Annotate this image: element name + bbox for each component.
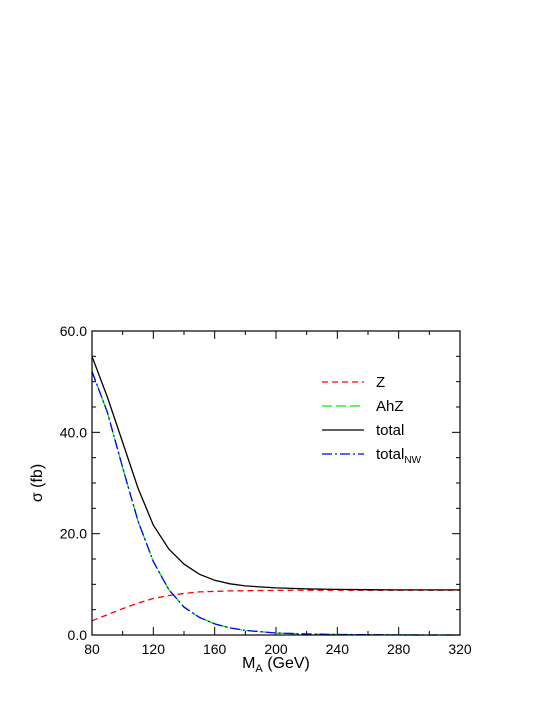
y-tick-label: 20.0 <box>60 526 87 542</box>
series-line-z <box>91 589 460 622</box>
x-tick-label: 320 <box>448 641 472 657</box>
x-tick-label: 240 <box>326 641 350 657</box>
legend-label-total_nw: totalNW <box>376 446 422 466</box>
x-tick-label: 80 <box>84 641 100 657</box>
legend: Z AhZ total totalNW <box>322 374 422 466</box>
series-line-total_nw <box>91 371 460 636</box>
x-axis-title: MA (GeV) <box>242 655 310 675</box>
x-tick-label: 120 <box>142 641 166 657</box>
legend-label-z: Z <box>376 374 385 391</box>
x-tick-label: 200 <box>264 641 288 657</box>
series-line-ahz <box>91 371 460 636</box>
y-axis-title: σ (fb) <box>29 464 46 502</box>
plot-frame <box>91 330 461 636</box>
legend-label-total: total <box>376 422 404 439</box>
x-tick-label: 280 <box>387 641 411 657</box>
y-tick-label: 60.0 <box>60 323 87 339</box>
x-tick-label: 160 <box>203 641 227 657</box>
y-tick-label: 40.0 <box>60 424 87 440</box>
y-tick-label: 0.0 <box>68 627 88 643</box>
legend-label-ahz: AhZ <box>376 398 404 415</box>
series-line-total <box>91 356 460 591</box>
